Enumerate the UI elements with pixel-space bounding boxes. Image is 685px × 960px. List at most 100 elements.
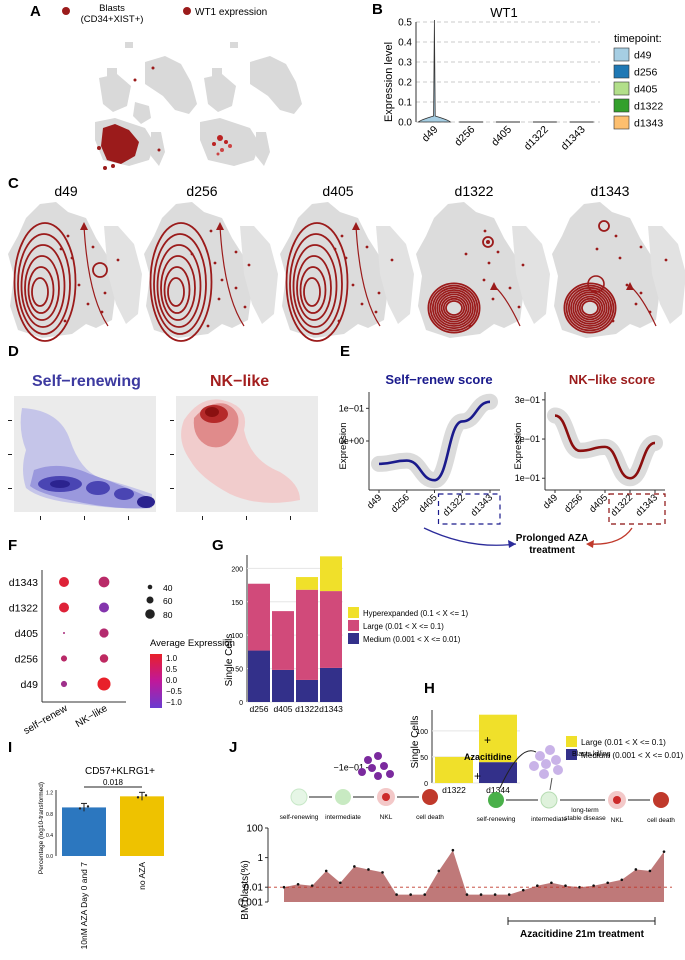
dot-d1343-7 (595, 247, 599, 251)
row-label-d1343: d1343 (9, 577, 38, 589)
point-j-14 (479, 893, 483, 896)
point-j-22 (592, 884, 595, 888)
panel-label-i: I (8, 739, 12, 756)
bar-g-d1322-1 (296, 589, 318, 680)
col-label-0: self−renew (22, 703, 70, 737)
point-j-16 (507, 893, 511, 896)
row-label-d405: d405 (15, 628, 39, 640)
bar-h-d1344-0 (479, 762, 517, 783)
contour-d1322-5 (434, 289, 474, 327)
legend-b-swatch-d49 (613, 47, 630, 62)
contour-d1322-0 (445, 300, 463, 316)
panel-h: H Single Cells 0 50 100 d1322 d1344 Large (0… (410, 680, 683, 795)
legend-b-swatch-d405 (613, 81, 630, 96)
umap-bg2-d1343 (648, 226, 685, 324)
x-tick-g-d1322: d1322 (295, 704, 319, 714)
arrow-self-renew (423, 527, 517, 546)
cell-intermediate-right (540, 791, 558, 809)
annotation-line1: Prolonged AZA (516, 533, 588, 544)
cell-intermediate-left (335, 789, 351, 805)
legend-b-label-d1343: d1343 (634, 118, 663, 130)
chart-g-ylabel: Single Cells (224, 634, 235, 687)
chart-e1-plot: 1e−01 0e+00 −1e−01 d49 d256 d405 d1322 d1343 (333, 392, 501, 773)
legend-dot-wt1 (183, 7, 191, 15)
y-tick-e1-1: 0e+00 (339, 436, 364, 446)
umap-bg2-d405 (376, 226, 414, 324)
dot-d405-6 (390, 258, 394, 262)
panel-label-h: H (424, 680, 435, 697)
label-right-nkl: NKL (611, 817, 624, 824)
contour-d1343-6 (567, 286, 613, 330)
cell-self-renewing-left (290, 788, 308, 806)
legend-b-label-d405: d405 (634, 84, 658, 96)
umap-title-d405: d405 (322, 183, 353, 199)
umap-d49: d49 (8, 183, 142, 342)
contour-d1343-1 (578, 297, 602, 319)
legend-g-swatch-0 (348, 607, 359, 618)
point-j-20 (564, 884, 567, 888)
contour-d49-5 (13, 222, 77, 342)
sig-pvalue-i: 0.018 (103, 778, 124, 787)
umap-title-d1322: d1322 (455, 183, 494, 199)
color-tick-1: 1.0 (166, 654, 178, 663)
dot-d49-7 (59, 247, 63, 251)
dot-d405-2 (360, 302, 364, 306)
legend-b-swatch-d1343 (613, 115, 630, 130)
contour-d256-0 (167, 277, 185, 307)
color-tick-3: 0.0 (166, 676, 178, 685)
dot-d1322-1 (99, 602, 109, 613)
dot-d256-9 (234, 250, 238, 254)
chart-h-plot: 0 50 100 d1322 d1344 (416, 710, 520, 795)
y-tick-h-2: 100 (416, 729, 428, 736)
y-tick-b-4: 0.4 (398, 38, 412, 49)
dot-d1322-5 (468, 324, 472, 328)
dot-d1322-9 (496, 250, 500, 254)
panel-e: E Self−renew score NK−like score Express… (333, 343, 666, 773)
label-right-long-term: long-term (571, 807, 598, 814)
dot-d1322-0 (59, 602, 69, 613)
schematic-right: + Azacitidine + Blasts killing self-rene… (464, 733, 675, 824)
legend-b-swatch-d1322 (613, 98, 630, 113)
chart-i-ylabel: Percentage (log10-transformed) (38, 782, 45, 874)
point-j-27 (662, 850, 666, 853)
bar-g-d256-0 (248, 650, 270, 702)
size-legend-80: 80 (163, 610, 173, 620)
dot-d405-9 (365, 245, 369, 249)
point-j-0 (282, 885, 286, 889)
dot-d49-3 (103, 291, 107, 295)
label-right-self-renewing: self-renewing (477, 816, 516, 823)
bar-g-d1343-2 (320, 556, 342, 592)
y-tick-i-3: 1.2 (46, 791, 53, 797)
purple-blasts-left (358, 752, 394, 780)
highlight-box-e1 (437, 493, 501, 525)
dot-d256-1 (220, 278, 224, 282)
dot-d405-0 (63, 632, 65, 634)
legend-b: d49 d256 d405 d1322 d1343 (613, 47, 663, 130)
y-tick-e2-1: 2e−01 (515, 434, 540, 444)
contour-d49-1 (27, 266, 55, 314)
legend-b-label-d1322: d1322 (634, 101, 663, 113)
point-j-26 (648, 869, 652, 873)
x-tick-e1-d49: d49 (365, 492, 384, 511)
label-left-cell-death: cell death (416, 814, 444, 821)
y-tick-g-4: 200 (231, 566, 243, 573)
x-tick-e1-d256: d256 (389, 492, 412, 515)
panel-d: D Self−renewing NK−like (8, 343, 318, 520)
contour-d1322-8 (427, 282, 481, 334)
y-tick-i-0: 0.0 (46, 854, 53, 860)
contour-d256-2 (160, 255, 196, 321)
x-tick-b-d1322: d1322 (522, 124, 551, 153)
panel-label-c: C (8, 175, 19, 192)
point-j-23 (606, 881, 610, 885)
dot-d1343-5 (611, 319, 615, 323)
point-j-15 (493, 893, 497, 896)
dot-d1322-0 (483, 229, 487, 233)
trajectory-d256 (219, 225, 245, 327)
x-tick-e2-d1343: d1343 (634, 492, 660, 518)
color-tick-4: −0.5 (166, 687, 182, 696)
x-tick-g-d256: d256 (250, 704, 269, 714)
legend-b-swatch-d256 (613, 64, 630, 79)
contour-small-d1322 (482, 236, 494, 248)
dot-d1322-4 (517, 305, 521, 309)
schematic-left: self-renewing intermediate NKL cell deat… (280, 752, 444, 821)
